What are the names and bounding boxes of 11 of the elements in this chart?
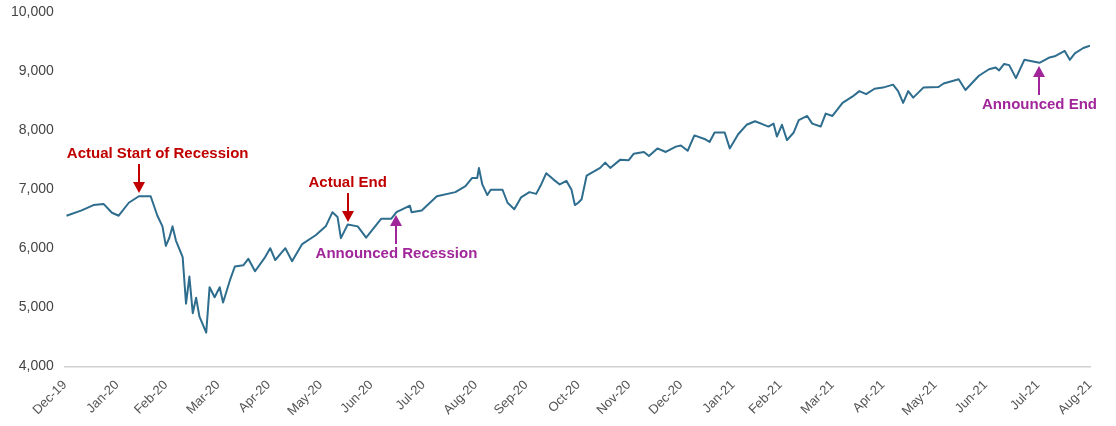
y-tick-label: 5,000 xyxy=(18,298,55,315)
y-tick-label: 9,000 xyxy=(18,61,55,78)
annotation: Announced Recession xyxy=(315,244,478,262)
y-tick-label: 4,000 xyxy=(18,357,55,374)
y-tick-label: 8,000 xyxy=(18,120,55,137)
annotation: Actual End xyxy=(308,172,387,190)
annotation: Announced End xyxy=(982,94,1097,112)
y-tick-label: 7,000 xyxy=(18,180,55,197)
y-tick-label: 10,000 xyxy=(10,2,55,19)
y-tick-label: 6,000 xyxy=(18,239,55,256)
annotation: Actual Start of Recession xyxy=(66,144,249,162)
